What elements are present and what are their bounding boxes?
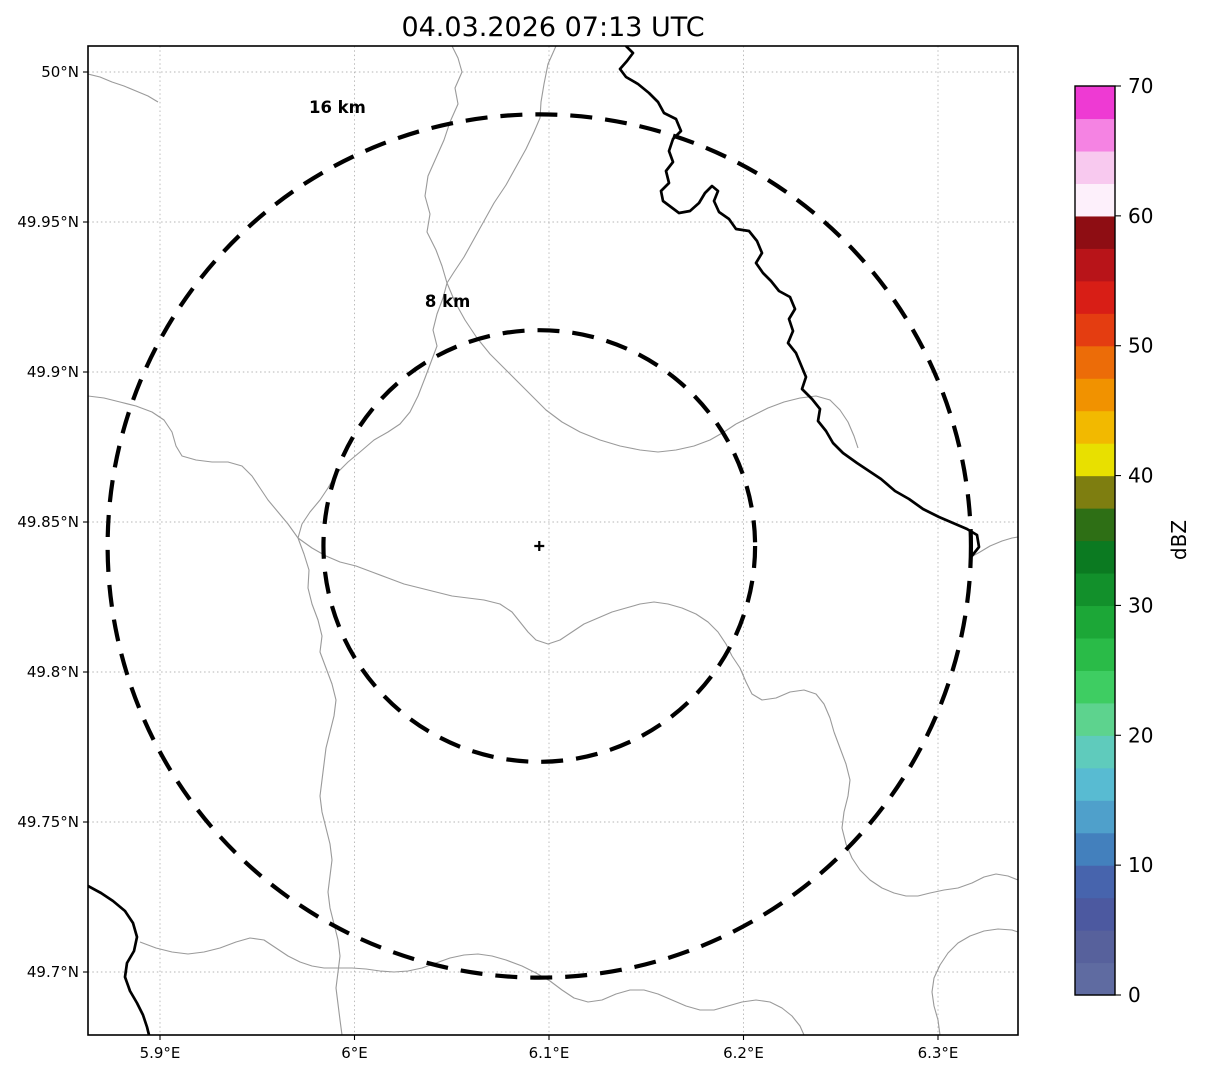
colorbar-segment (1075, 702, 1115, 736)
y-tick-label: 49.9°N (27, 363, 79, 381)
admin-border-path (446, 46, 557, 284)
colorbar-segment (1075, 800, 1115, 834)
radar-center-marker (534, 541, 545, 551)
colorbar-segment (1075, 637, 1115, 671)
colorbar-segment (1075, 962, 1115, 996)
colorbar-segment (1075, 572, 1115, 607)
colorbar-segment (1075, 508, 1115, 542)
colorbar-segment (1075, 215, 1115, 249)
colorbar-segment (1075, 767, 1115, 801)
colorbar-segment (1075, 540, 1115, 574)
gridlines (88, 46, 1018, 1035)
colorbar-tick-label: 40 (1128, 464, 1153, 488)
country-border-path (618, 46, 981, 559)
country-border-path (88, 884, 151, 1035)
x-tick-label: 6.2°E (723, 1044, 764, 1062)
colorbar-tick-label: 50 (1128, 334, 1153, 358)
colorbar-segment (1075, 930, 1115, 964)
colorbar-segment (1075, 897, 1115, 931)
colorbar-segment (1075, 832, 1115, 866)
colorbar-tick-label: 30 (1128, 593, 1153, 617)
range-ring-8km (321, 328, 758, 764)
admin-border-path (297, 46, 463, 539)
admin-border-path (731, 655, 835, 733)
x-tick-label: 6.1°E (529, 1044, 570, 1062)
range-ring-16km (105, 112, 974, 980)
colorbar-axis-label: dBZ (1167, 520, 1191, 560)
colorbar-segment (1075, 865, 1115, 899)
colorbar-segment (1075, 735, 1115, 769)
admin-border-path (338, 953, 805, 1035)
colorbar-segment (1075, 313, 1115, 347)
colorbar-tick-label: 0 (1128, 983, 1141, 1007)
admin-border-path (931, 928, 1018, 1035)
map-frame (87, 45, 1019, 1036)
colorbar-segment (1075, 378, 1115, 412)
colorbar-tick-label: 20 (1128, 723, 1153, 747)
colorbar-segment (1075, 248, 1115, 282)
x-tick-label: 6.3°E (918, 1044, 959, 1062)
admin-border-path (446, 282, 737, 453)
admin-border-path (917, 873, 1018, 897)
colorbar-segment (1075, 345, 1115, 379)
colorbar-segment (1075, 280, 1115, 314)
colorbar: 0 10 20 30 40 50 60 70 (1074, 74, 1153, 1007)
y-tick-label: 49.8°N (27, 663, 79, 681)
admin-border-path (88, 395, 299, 539)
plot-title: 04.03.2026 07:13 UTC (401, 12, 704, 43)
admin-border-path (88, 73, 159, 103)
colorbar-tick-label: 60 (1128, 204, 1153, 228)
colorbar-segment (1075, 670, 1115, 704)
admin-border-path (833, 731, 918, 897)
colorbar-segment (1075, 443, 1115, 477)
y-tick-label: 49.85°N (17, 513, 79, 531)
colorbar-segment (1075, 86, 1115, 120)
y-tick-label: 49.75°N (17, 813, 79, 831)
range-ring-label: 16 km (309, 98, 366, 117)
x-axis: 5.9°E 6°E 6.1°E 6.2°E 6.3°E (140, 1035, 959, 1062)
map-borders (88, 46, 1018, 1035)
y-tick-label: 49.95°N (17, 213, 79, 231)
admin-border-path (297, 537, 733, 657)
y-tick-label: 50°N (41, 63, 79, 81)
colorbar-tick-label: 70 (1128, 74, 1153, 98)
colorbar-segment (1075, 475, 1115, 509)
x-tick-label: 6°E (341, 1044, 368, 1062)
colorbar-segment (1075, 605, 1115, 639)
admin-border-path (139, 937, 338, 969)
admin-border-path (970, 536, 1018, 558)
range-ring-label: 8 km (425, 292, 470, 311)
admin-border-path (297, 537, 343, 1035)
colorbar-tick-label: 10 (1128, 853, 1153, 877)
colorbar-segment (1075, 150, 1115, 184)
range-rings: 8 km 16 km (105, 98, 974, 980)
colorbar-segment (1075, 118, 1115, 152)
colorbar-segment (1075, 410, 1115, 444)
colorbar-segment (1075, 183, 1115, 217)
colorbar-frame (1074, 85, 1116, 996)
y-axis: 50°N 49.95°N 49.9°N 49.85°N 49.8°N 49.75°N 49.… (17, 63, 88, 981)
admin-border-path (735, 395, 859, 449)
y-tick-label: 49.7°N (27, 963, 79, 981)
x-tick-label: 5.9°E (140, 1044, 181, 1062)
